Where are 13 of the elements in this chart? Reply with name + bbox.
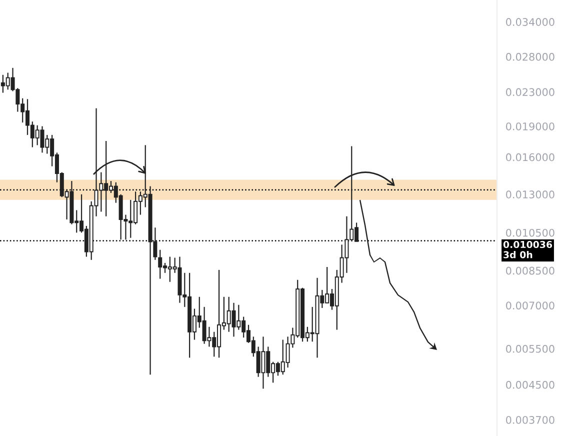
y-tick-label: 0.008500 xyxy=(506,266,554,275)
ref-line-label: 0.010036 3d 0h xyxy=(503,240,552,258)
y-tick-label: 0.003700 xyxy=(506,416,554,424)
y-tick-label: 0.004500 xyxy=(506,380,554,389)
y-tick-label: 0.007000 xyxy=(506,302,554,310)
y-tick-label: 0.034000 xyxy=(506,18,554,26)
y-tick-label: 0.013000 xyxy=(506,190,554,198)
y-tick-label: 0.028000 xyxy=(506,52,554,61)
y-tick-label: 0.005500 xyxy=(506,344,554,353)
y-tick-label: 0.016000 xyxy=(506,153,554,162)
y-tick-label: 0.010500 xyxy=(506,228,554,237)
y-tick-label: 0.019000 xyxy=(506,122,554,130)
y-tick-label: 0.023000 xyxy=(506,88,554,96)
